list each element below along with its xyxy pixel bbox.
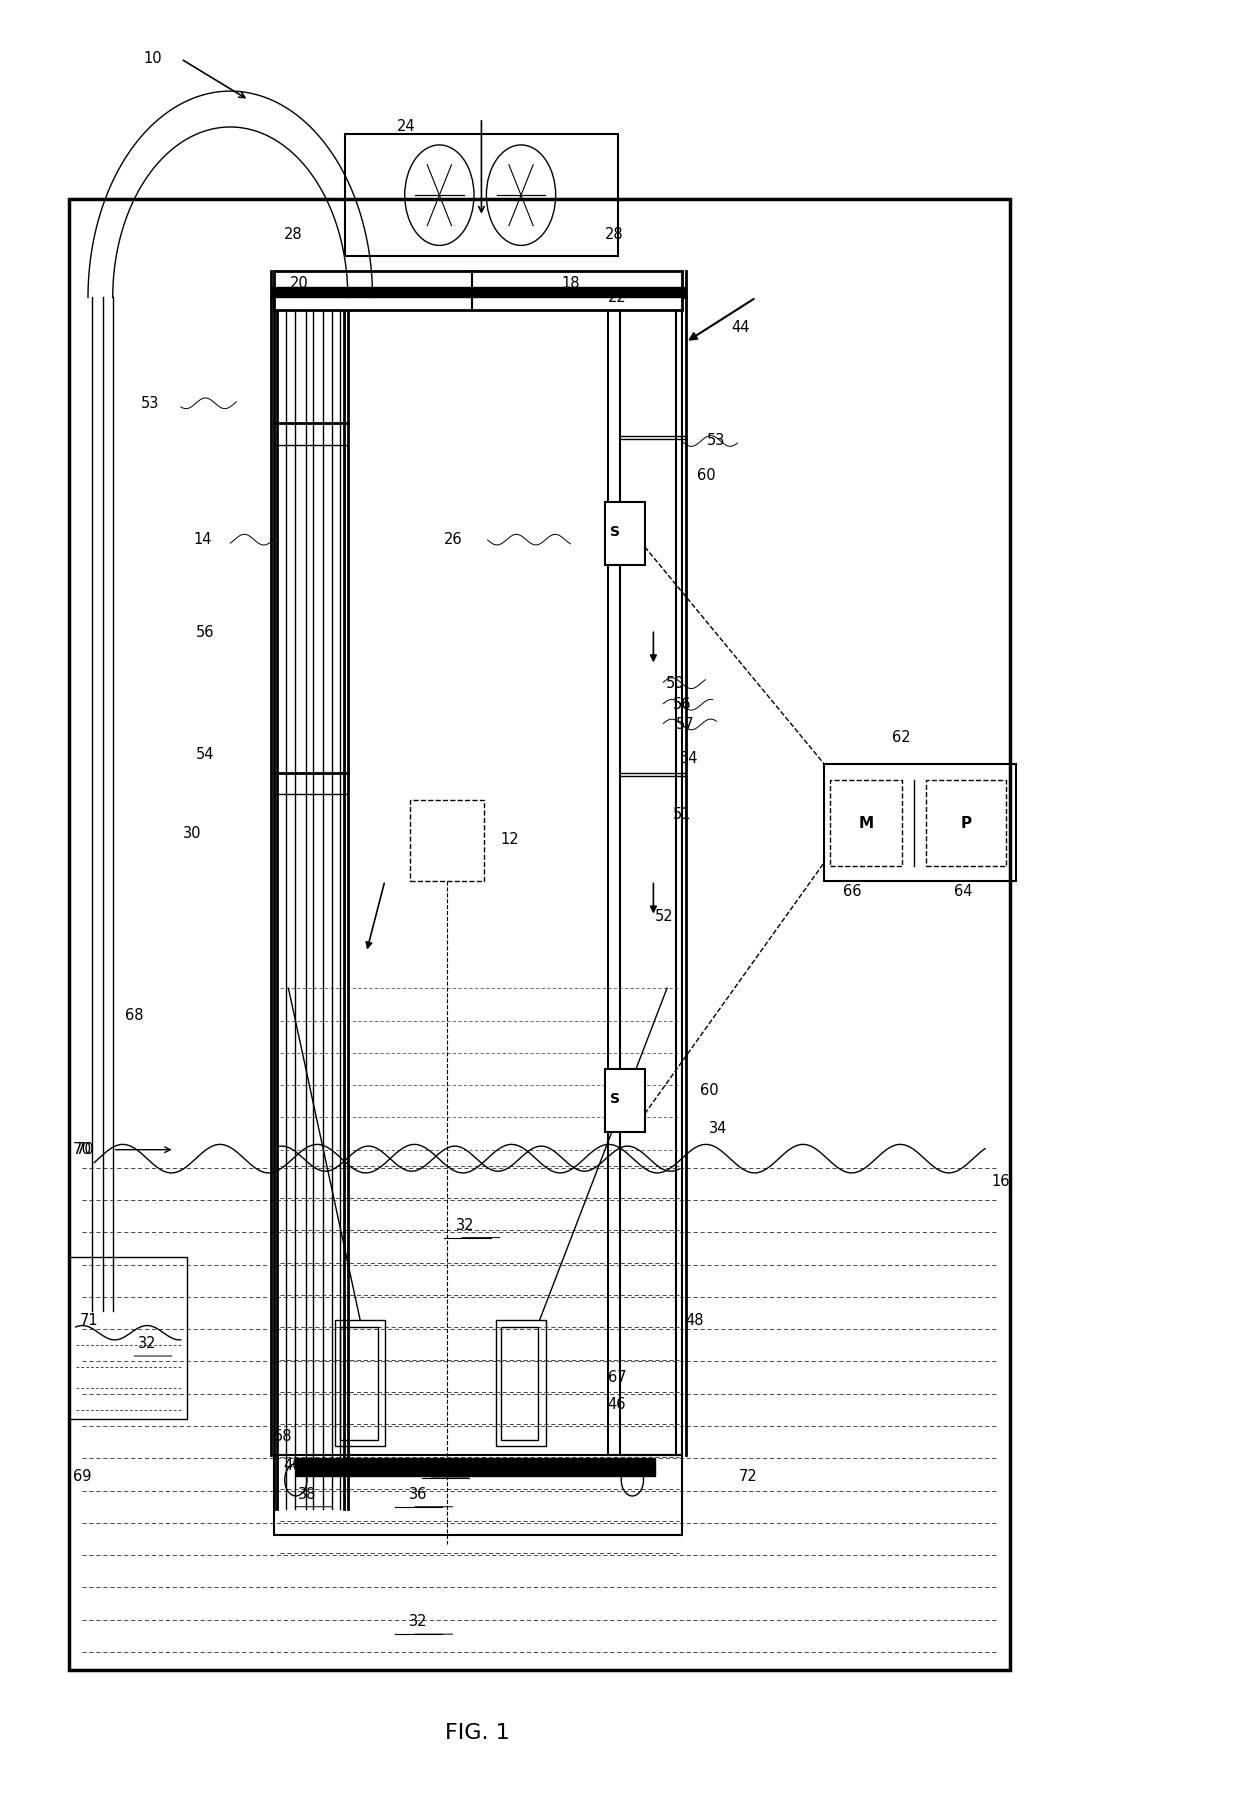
Text: 68: 68 [125,1008,144,1022]
Bar [341,1328,377,1441]
Text: 56: 56 [673,697,692,712]
Text: 60: 60 [701,1084,719,1098]
Text: 24: 24 [397,119,415,135]
Text: 38: 38 [299,1486,316,1502]
Text: 50: 50 [666,676,684,690]
Text: 57: 57 [676,717,694,731]
Text: 42: 42 [425,1457,444,1474]
Text: 67: 67 [608,1369,626,1385]
Text: 32: 32 [409,1614,428,1630]
Text: 54: 54 [680,751,698,766]
Text: S: S [610,1093,620,1107]
Text: M: M [858,816,874,830]
Text: 71: 71 [79,1312,98,1328]
Bar [831,780,901,866]
Text: 69: 69 [73,1468,92,1484]
Bar [296,1459,655,1477]
Text: 16: 16 [991,1175,1009,1190]
Text: S: S [610,525,620,539]
Text: 48: 48 [686,1312,704,1328]
Text: 46: 46 [608,1396,626,1412]
Bar [69,199,1009,1669]
Text: 12: 12 [500,832,518,846]
Bar [496,1321,546,1447]
Bar [274,1456,682,1535]
Text: 32: 32 [456,1218,475,1233]
Text: 18: 18 [562,275,580,291]
Text: 72: 72 [739,1468,758,1484]
Text: 28: 28 [605,226,624,243]
Text: P: P [961,816,972,830]
Text: FIG. 1: FIG. 1 [445,1723,510,1743]
Text: 34: 34 [709,1121,728,1136]
Bar [605,501,645,564]
Bar [605,1069,645,1132]
Text: 51: 51 [673,807,692,821]
Text: 10: 10 [144,52,162,66]
Text: 70: 70 [76,1143,94,1157]
Text: 60: 60 [697,467,715,483]
Bar [274,271,682,311]
Text: 28: 28 [284,226,303,243]
Bar [825,764,1016,881]
Bar [69,1258,187,1420]
Text: 40: 40 [284,1457,303,1474]
Bar [409,800,484,881]
Bar [620,293,682,1456]
Text: 64: 64 [954,884,972,898]
Text: 14: 14 [193,532,212,546]
Text: 70: 70 [73,1143,93,1157]
Text: 54: 54 [196,748,215,762]
Text: 56: 56 [196,625,215,640]
Text: 62: 62 [893,730,911,744]
Text: 22: 22 [608,289,626,305]
Bar [345,135,618,257]
Text: 32: 32 [138,1335,156,1351]
Bar [608,289,676,1456]
Text: 66: 66 [843,884,862,898]
Text: 44: 44 [732,320,750,336]
Text: 58: 58 [274,1429,293,1445]
Text: 52: 52 [655,909,673,924]
Text: 20: 20 [290,275,309,291]
Bar [501,1328,538,1441]
Text: 30: 30 [184,827,202,841]
Text: 26: 26 [444,532,463,546]
Bar [925,780,1006,866]
Text: 53: 53 [141,395,160,412]
Bar [272,288,686,298]
Bar [336,1321,384,1447]
Text: 36: 36 [409,1486,428,1502]
Text: 53: 53 [707,433,725,449]
